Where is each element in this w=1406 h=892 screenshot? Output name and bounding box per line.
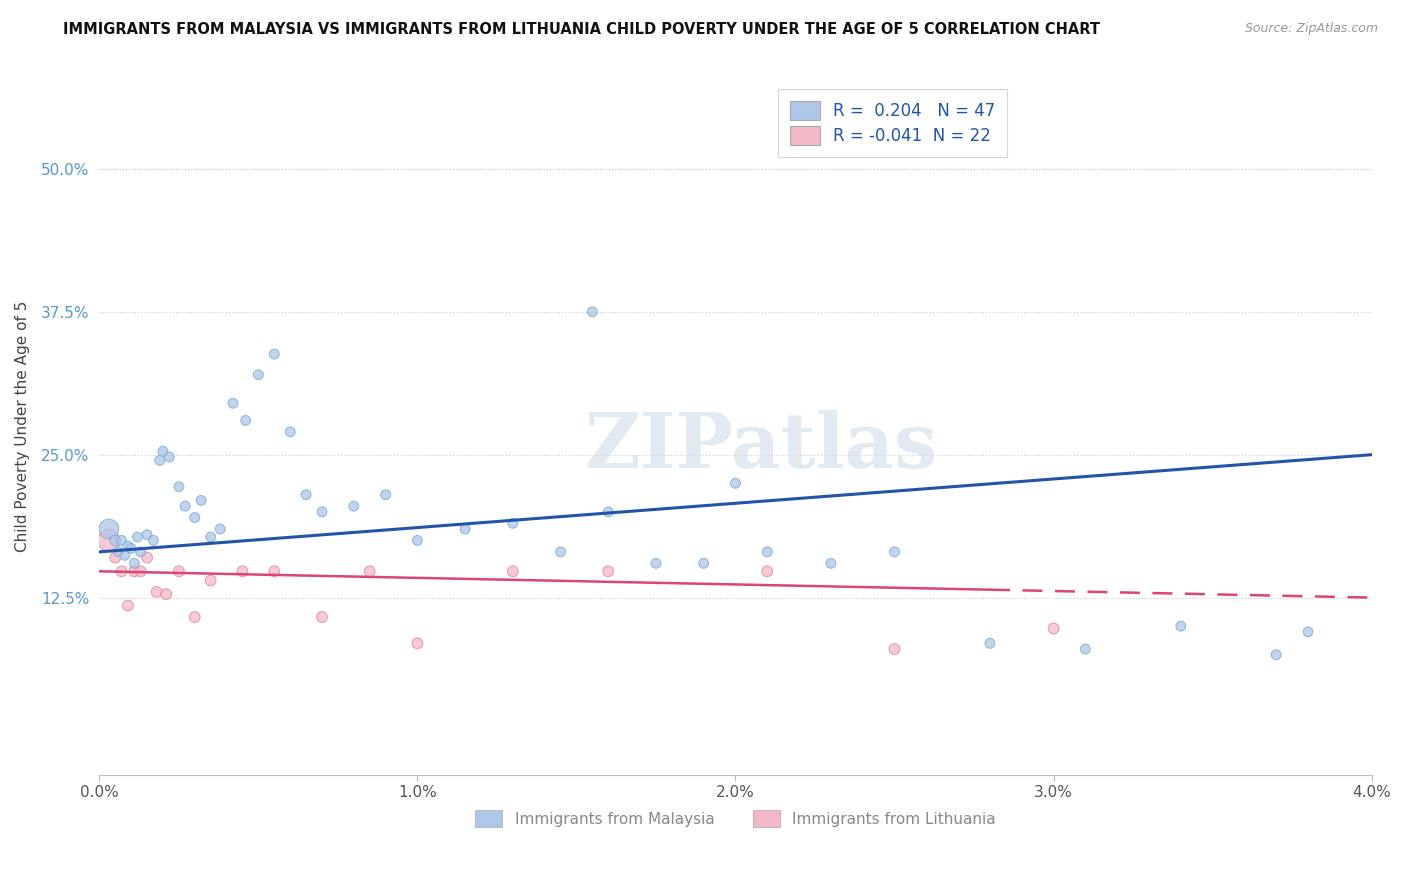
Point	[190, 493, 212, 508]
Point	[149, 453, 172, 467]
Point	[247, 368, 270, 382]
Point	[127, 530, 149, 544]
Point	[820, 556, 842, 570]
Point	[222, 396, 245, 410]
Point	[104, 533, 127, 548]
Point	[145, 585, 167, 599]
Point	[104, 550, 127, 565]
Point	[343, 499, 366, 513]
Point	[1170, 619, 1192, 633]
Point	[157, 450, 180, 464]
Point	[406, 636, 429, 650]
Point	[502, 516, 524, 531]
Point	[1074, 642, 1097, 657]
Point	[124, 556, 146, 570]
Point	[883, 545, 905, 559]
Legend: Immigrants from Malaysia, Immigrants from Lithuania: Immigrants from Malaysia, Immigrants fro…	[468, 804, 1002, 833]
Point	[97, 522, 120, 536]
Point	[278, 425, 301, 439]
Point	[110, 533, 132, 548]
Point	[107, 545, 129, 559]
Point	[724, 476, 747, 491]
Point	[117, 599, 139, 613]
Point	[129, 564, 152, 578]
Point	[295, 488, 318, 502]
Point	[550, 545, 572, 559]
Point	[129, 545, 152, 559]
Point	[136, 550, 159, 565]
Point	[200, 574, 222, 588]
Point	[1042, 622, 1064, 636]
Point	[883, 642, 905, 657]
Text: IMMIGRANTS FROM MALAYSIA VS IMMIGRANTS FROM LITHUANIA CHILD POVERTY UNDER THE AG: IMMIGRANTS FROM MALAYSIA VS IMMIGRANTS F…	[63, 22, 1101, 37]
Point	[200, 530, 222, 544]
Point	[110, 564, 132, 578]
Point	[124, 564, 146, 578]
Point	[756, 545, 779, 559]
Text: Source: ZipAtlas.com: Source: ZipAtlas.com	[1244, 22, 1378, 36]
Point	[692, 556, 714, 570]
Point	[502, 564, 524, 578]
Point	[209, 522, 232, 536]
Point	[97, 533, 120, 548]
Point	[174, 499, 197, 513]
Point	[263, 564, 285, 578]
Point	[598, 564, 620, 578]
Point	[120, 541, 142, 556]
Point	[152, 444, 174, 458]
Y-axis label: Child Poverty Under the Age of 5: Child Poverty Under the Age of 5	[15, 301, 30, 552]
Point	[235, 413, 257, 427]
Point	[756, 564, 779, 578]
Point	[117, 539, 139, 553]
Point	[1296, 624, 1319, 639]
Point	[231, 564, 253, 578]
Point	[406, 533, 429, 548]
Point	[167, 564, 190, 578]
Point	[979, 636, 1001, 650]
Point	[263, 347, 285, 361]
Point	[359, 564, 381, 578]
Point	[184, 510, 207, 524]
Point	[184, 610, 207, 624]
Point	[374, 488, 396, 502]
Point	[114, 549, 136, 563]
Point	[1265, 648, 1288, 662]
Point	[645, 556, 668, 570]
Point	[581, 305, 603, 319]
Point	[311, 505, 333, 519]
Point	[311, 610, 333, 624]
Point	[167, 480, 190, 494]
Point	[136, 527, 159, 541]
Point	[155, 587, 177, 601]
Point	[454, 522, 477, 536]
Point	[142, 533, 165, 548]
Point	[598, 505, 620, 519]
Text: ZIPatlas: ZIPatlas	[585, 410, 938, 484]
